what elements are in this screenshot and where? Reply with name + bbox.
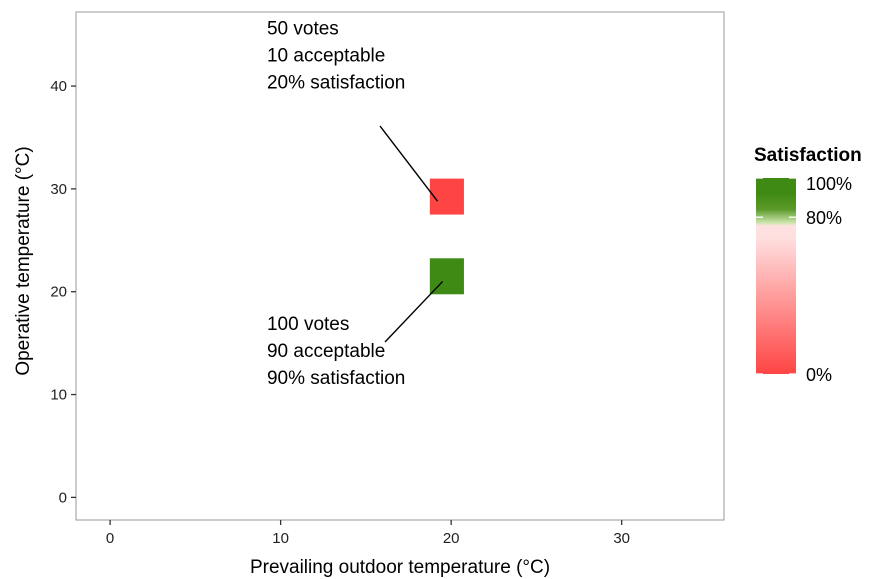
x-axis-title: Prevailing outdoor temperature (°C) <box>250 557 550 578</box>
y-tick-label: 10 <box>50 387 67 404</box>
legend-labels: 100% 80% 0% <box>756 174 852 385</box>
annotation-text: 20% satisfaction <box>267 73 405 94</box>
y-tick-label: 40 <box>50 78 67 95</box>
annotations: 50 votes 10 acceptable 20% satisfaction 100… <box>267 19 444 389</box>
legend-label: 0% <box>806 365 832 385</box>
y-axis: 0 10 20 30 40 <box>50 78 76 506</box>
y-tick-label: 30 <box>50 181 67 198</box>
plot-panel <box>75 11 725 521</box>
legend-title: Satisfaction <box>754 145 862 166</box>
annotation-leader <box>379 125 439 202</box>
annotation-text: 50 votes <box>267 19 339 40</box>
legend-colorbar <box>756 178 796 374</box>
x-tick-label: 20 <box>443 530 460 547</box>
x-tick-label: 10 <box>272 530 289 547</box>
annotation-leader <box>384 280 444 343</box>
x-tick-label: 0 <box>106 530 114 547</box>
legend-label: 100% <box>806 174 852 194</box>
y-axis-title: Operative temperature (°C) <box>13 146 34 375</box>
annotation-text: 100 votes <box>267 314 349 335</box>
y-tick-label: 0 <box>59 489 67 506</box>
annotation-text: 90 acceptable <box>267 341 385 362</box>
annotation-text: 90% satisfaction <box>267 368 405 389</box>
x-tick-label: 30 <box>613 530 630 547</box>
y-tick-label: 20 <box>50 284 67 301</box>
annotation-text: 10 acceptable <box>267 46 385 67</box>
x-axis: 0 10 20 30 <box>106 520 630 547</box>
heatmap-cell <box>429 178 464 215</box>
heatmap-cells <box>429 178 464 295</box>
legend-label: 80% <box>806 208 842 228</box>
legend: Satisfaction 100% 80% 0% <box>754 145 862 385</box>
